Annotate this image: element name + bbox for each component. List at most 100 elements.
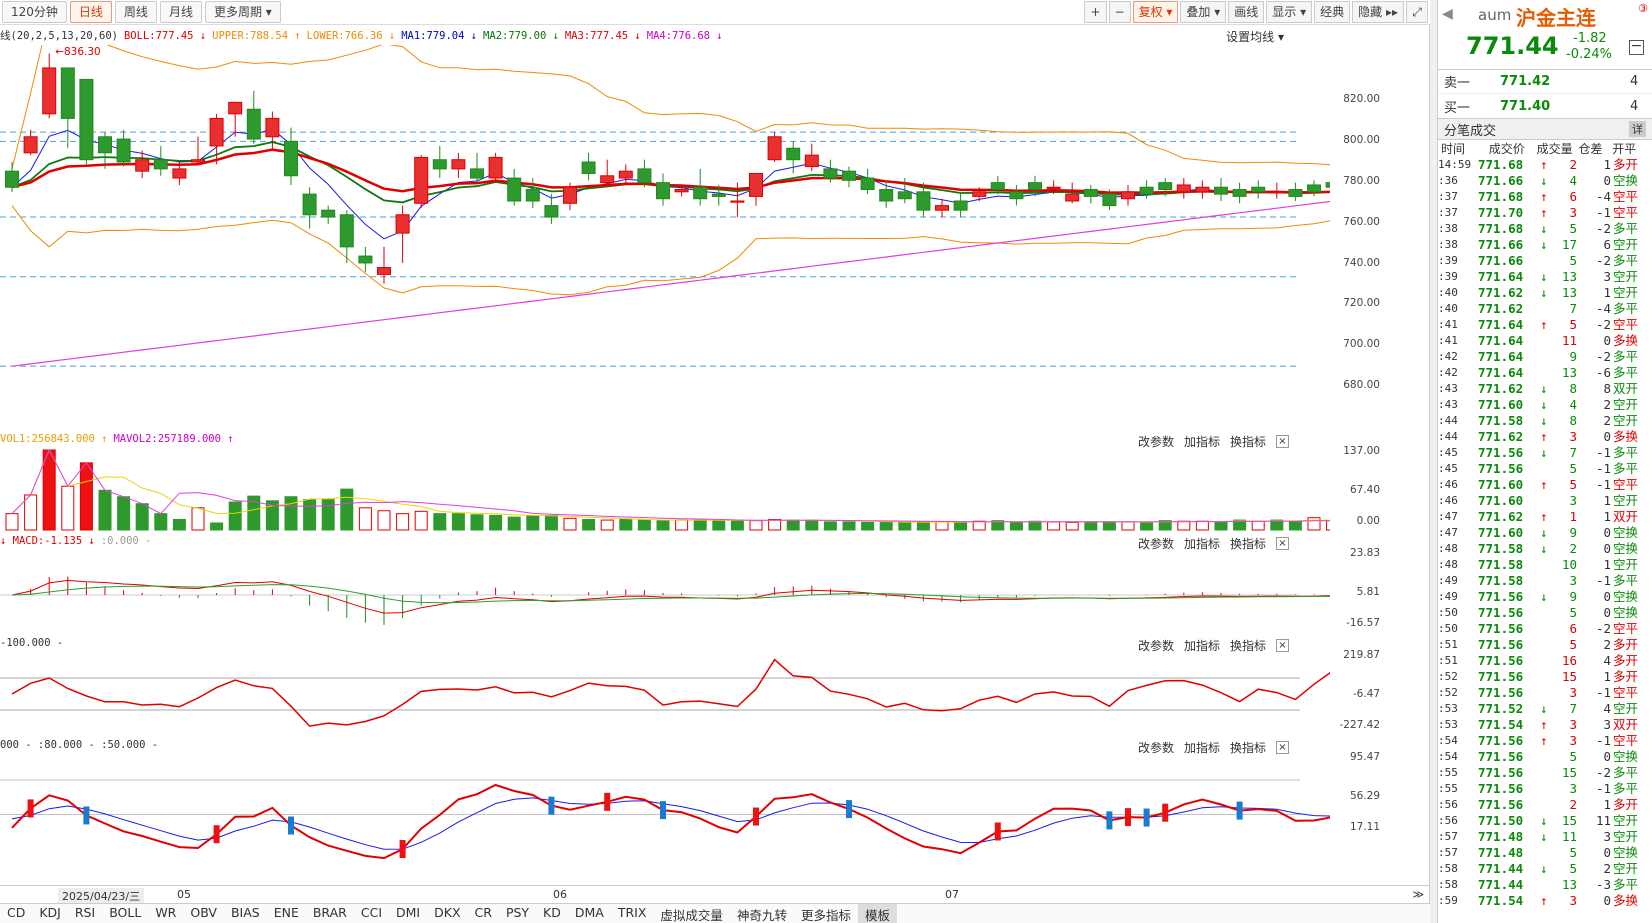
candle-body[interactable] bbox=[1269, 191, 1284, 194]
candle-body[interactable] bbox=[860, 177, 875, 191]
candle-body[interactable] bbox=[60, 67, 75, 119]
candle-body[interactable] bbox=[135, 159, 150, 172]
indicator-tab[interactable]: 神奇九转 bbox=[736, 908, 787, 923]
candle-body[interactable] bbox=[563, 186, 577, 204]
indicator-tab[interactable]: PSY bbox=[505, 905, 530, 920]
change-params-button[interactable]: 改参数 bbox=[1137, 537, 1174, 551]
candle-body[interactable] bbox=[339, 214, 354, 248]
change-params-button[interactable]: 改参数 bbox=[1137, 639, 1174, 653]
period-tab[interactable]: 月线 bbox=[159, 1, 202, 23]
candle-body[interactable] bbox=[1214, 186, 1228, 195]
candle-body[interactable] bbox=[916, 191, 931, 211]
candle-body[interactable] bbox=[711, 193, 726, 197]
display-button[interactable]: 显示 ▾ bbox=[1266, 1, 1313, 23]
candle-body[interactable] bbox=[637, 168, 652, 184]
candle-body[interactable] bbox=[228, 101, 243, 115]
candle-body[interactable] bbox=[1102, 193, 1117, 207]
candle-body[interactable] bbox=[1288, 189, 1303, 197]
indicator-tab[interactable]: DMI bbox=[396, 905, 421, 920]
indicator-tab[interactable]: RSI bbox=[74, 905, 96, 920]
candle-body[interactable] bbox=[581, 161, 596, 174]
indicator-tab[interactable]: 虚拟成交量 bbox=[660, 908, 723, 923]
prev-arrow-icon[interactable]: ◀ bbox=[1442, 6, 1453, 22]
candle-body[interactable] bbox=[507, 177, 522, 202]
indicator-tab[interactable]: ENE bbox=[273, 905, 299, 920]
chart-area[interactable]: 120分钟 日线 周线 月线 更多周期 ▾ + − 复权 ▾ 叠加 ▾ 画线 显示 ▾ 经典 隐藏 ▸… bbox=[0, 0, 1430, 923]
candle-body[interactable] bbox=[804, 154, 819, 168]
indicator-tab[interactable]: 模板 bbox=[857, 904, 897, 923]
candle-body[interactable] bbox=[1232, 189, 1247, 197]
candle-body[interactable] bbox=[674, 189, 689, 193]
candle-body[interactable] bbox=[432, 159, 447, 170]
switch-indicator-button[interactable]: 换指标 bbox=[1229, 741, 1266, 755]
candle-body[interactable] bbox=[377, 267, 391, 275]
candle-body[interactable] bbox=[1195, 186, 1210, 193]
candle-body[interactable] bbox=[730, 200, 745, 203]
candle-body[interactable] bbox=[23, 136, 38, 154]
zoom-in-button[interactable]: + bbox=[1084, 1, 1107, 23]
draw-line-button[interactable]: 画线 bbox=[1228, 1, 1265, 23]
price-chart[interactable] bbox=[0, 45, 1330, 435]
add-indicator-button[interactable]: 加指标 bbox=[1183, 435, 1220, 449]
candle-body[interactable] bbox=[823, 168, 838, 179]
candle-body[interactable] bbox=[935, 205, 949, 211]
candle-body[interactable] bbox=[451, 159, 466, 170]
indicator-tab[interactable]: CCI bbox=[360, 905, 383, 920]
candle-body[interactable] bbox=[618, 170, 633, 179]
candle-body[interactable] bbox=[1083, 189, 1098, 197]
indicator-tab[interactable]: OBV bbox=[190, 905, 217, 920]
candle-body[interactable] bbox=[321, 209, 336, 218]
close-icon[interactable]: × bbox=[1276, 741, 1289, 754]
candle-body[interactable] bbox=[990, 182, 1005, 191]
candle-body[interactable] bbox=[1139, 186, 1154, 195]
zoom-out-button[interactable]: − bbox=[1108, 1, 1131, 23]
overlay-button[interactable]: 叠加 ▾ bbox=[1180, 1, 1227, 23]
candle-body[interactable] bbox=[1065, 193, 1080, 202]
add-indicator-button[interactable]: 加指标 bbox=[1183, 537, 1220, 551]
candle-body[interactable] bbox=[395, 214, 410, 234]
candle-body[interactable] bbox=[1325, 182, 1330, 188]
macd-chart[interactable] bbox=[0, 550, 1330, 635]
candle-body[interactable] bbox=[172, 168, 187, 179]
candle-body[interactable] bbox=[879, 189, 894, 202]
candle-body[interactable] bbox=[116, 138, 131, 163]
detail-button[interactable]: 详 bbox=[1629, 121, 1646, 137]
candle-body[interactable] bbox=[749, 172, 763, 197]
candle-body[interactable] bbox=[302, 193, 317, 216]
indicator-tab[interactable]: DMA bbox=[574, 905, 604, 920]
candle-body[interactable] bbox=[246, 108, 261, 140]
collapse-icon[interactable]: − bbox=[1629, 38, 1644, 55]
candle-body[interactable] bbox=[1028, 182, 1042, 191]
trades-list[interactable]: 14:59 771.68 ↑ 2 1 多开:36 771.66 ↓ 4 0 空换:37 771.68 ↑… bbox=[1438, 157, 1652, 909]
candle-body[interactable] bbox=[1046, 186, 1061, 189]
change-params-button[interactable]: 改参数 bbox=[1137, 741, 1174, 755]
indicator-tab[interactable]: DKX bbox=[434, 905, 461, 920]
period-tab[interactable]: 更多周期 ▾ bbox=[204, 1, 281, 23]
fullscreen-button[interactable]: ⤢ bbox=[1406, 1, 1428, 23]
adjust-button[interactable]: 复权 ▾ bbox=[1132, 1, 1179, 23]
candle-body[interactable] bbox=[191, 159, 205, 163]
candle-body[interactable] bbox=[897, 191, 912, 200]
notification-badge[interactable]: ③ bbox=[1638, 2, 1648, 15]
indicator-tab[interactable]: WR bbox=[155, 905, 177, 920]
period-tab[interactable]: 日线 bbox=[69, 1, 112, 23]
candle-body[interactable] bbox=[600, 175, 615, 184]
ma-setting-button[interactable]: 设置均线 ▾ bbox=[1226, 30, 1284, 44]
indicator-tab[interactable]: BOLL bbox=[109, 905, 142, 920]
indicator-tab[interactable]: 更多指标 bbox=[800, 908, 851, 923]
indicator-tab[interactable]: KD bbox=[543, 905, 561, 920]
candle-body[interactable] bbox=[786, 147, 801, 161]
candle-body[interactable] bbox=[953, 200, 968, 211]
close-icon[interactable]: × bbox=[1276, 639, 1289, 652]
change-params-button[interactable]: 改参数 bbox=[1137, 435, 1174, 449]
add-indicator-button[interactable]: 加指标 bbox=[1183, 741, 1220, 755]
candle-body[interactable] bbox=[209, 117, 224, 147]
candle-body[interactable] bbox=[470, 168, 484, 179]
candle-body[interactable] bbox=[1009, 191, 1024, 200]
candle-body[interactable] bbox=[1307, 184, 1321, 193]
switch-indicator-button[interactable]: 换指标 bbox=[1229, 537, 1266, 551]
candle-body[interactable] bbox=[98, 136, 112, 154]
candle-body[interactable] bbox=[265, 117, 280, 138]
candle-body[interactable] bbox=[5, 170, 19, 188]
close-icon[interactable]: × bbox=[1276, 537, 1289, 550]
